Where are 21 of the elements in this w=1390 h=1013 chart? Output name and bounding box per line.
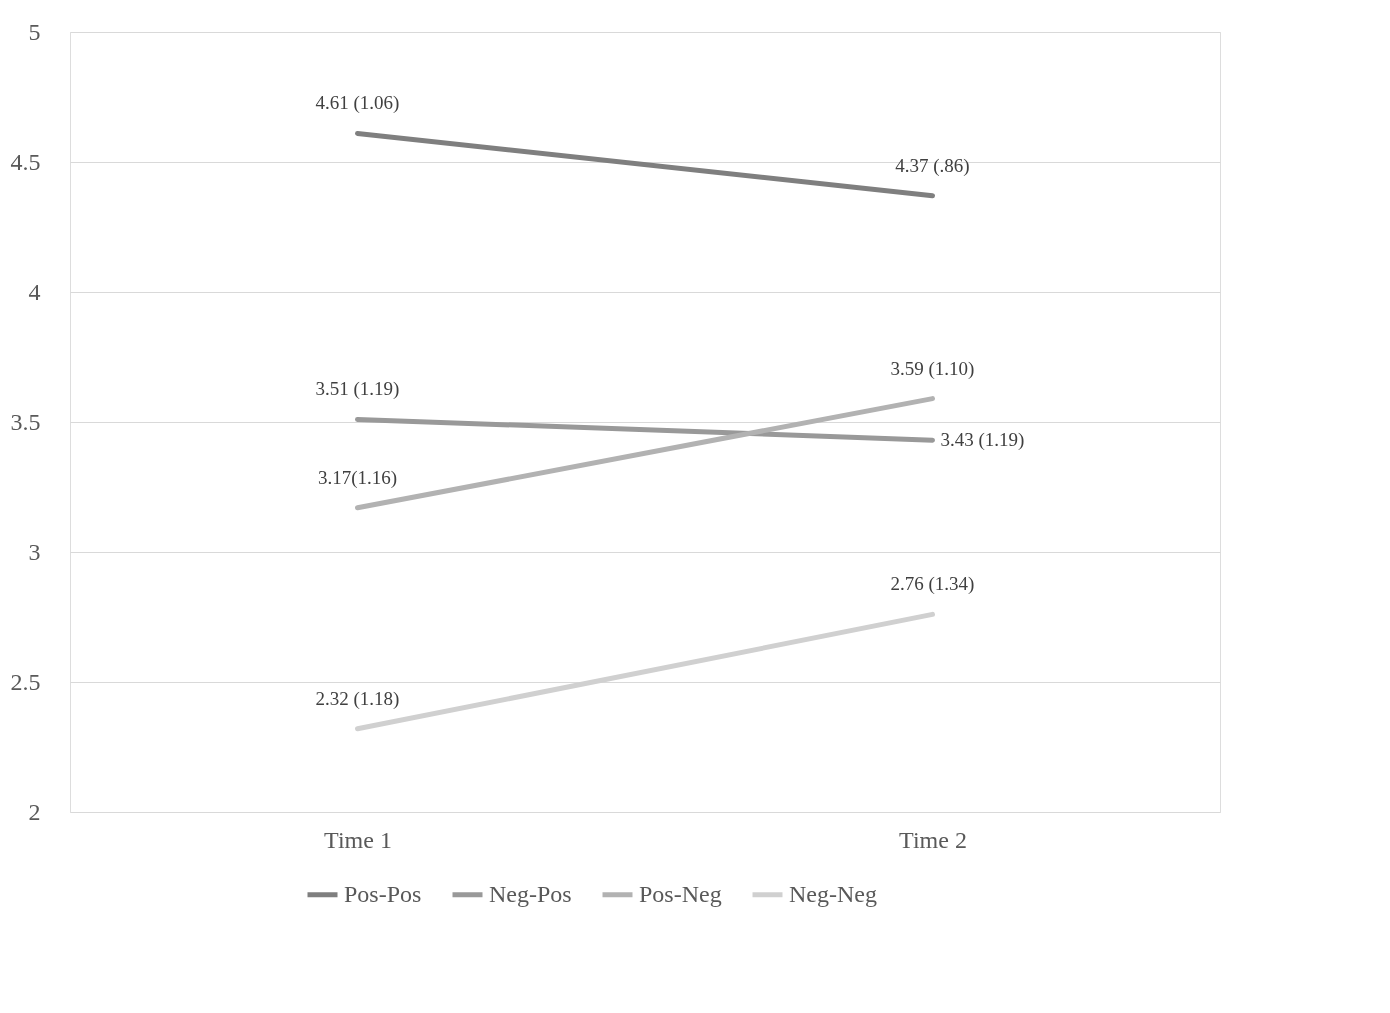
y-tick-label: 2 [28, 798, 41, 825]
y-tick-label: 3.5 [10, 408, 41, 435]
y-tick-label: 4 [28, 278, 41, 305]
y-tick-label: 2.5 [10, 668, 41, 695]
data-label: 3.43 (1.19) [940, 429, 1025, 452]
data-label: 3.51 (1.19) [315, 378, 400, 401]
y-tick-label: 5 [28, 18, 41, 45]
y-tick-label: 4.5 [10, 148, 41, 175]
x-tick-label: Time 2 [899, 826, 967, 853]
data-label: 3.59 (1.10) [890, 357, 975, 380]
legend-label: Pos-Neg [639, 880, 722, 907]
x-tick-label: Time 1 [324, 826, 392, 853]
legend-label: Neg-Pos [489, 880, 572, 907]
data-label: 4.37 (.86) [895, 154, 970, 177]
y-tick-label: 3 [28, 538, 41, 565]
data-label: 3.17(1.16) [317, 466, 398, 489]
legend-label: Pos-Pos [344, 880, 422, 907]
data-label: 2.32 (1.18) [315, 687, 400, 710]
legend-label: Neg-Neg [789, 880, 877, 907]
data-label: 2.76 (1.34) [890, 573, 975, 596]
data-label: 4.61 (1.06) [315, 92, 400, 115]
